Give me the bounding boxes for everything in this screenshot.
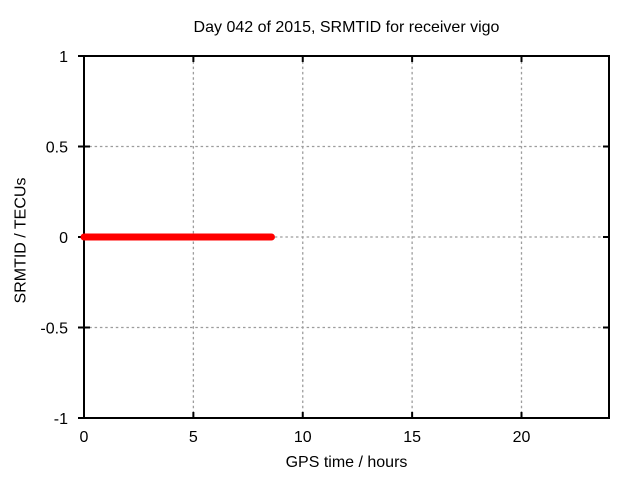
- chart-title: Day 042 of 2015, SRMTID for receiver vig…: [193, 19, 500, 36]
- y-tick-label: 0.5: [46, 140, 68, 157]
- x-tick-label: 20: [513, 429, 531, 446]
- y-tick-label: -0.5: [40, 321, 68, 338]
- x-tick-label: 5: [189, 429, 198, 446]
- y-tick-label: 1: [59, 49, 68, 66]
- y-tick-label: 0: [59, 230, 68, 247]
- x-axis-title: GPS time / hours: [285, 454, 408, 471]
- x-tick-label: 15: [403, 429, 421, 446]
- y-tick-label: -1: [54, 411, 68, 428]
- x-tick-label: 0: [80, 429, 89, 446]
- x-tick-label: 10: [294, 429, 312, 446]
